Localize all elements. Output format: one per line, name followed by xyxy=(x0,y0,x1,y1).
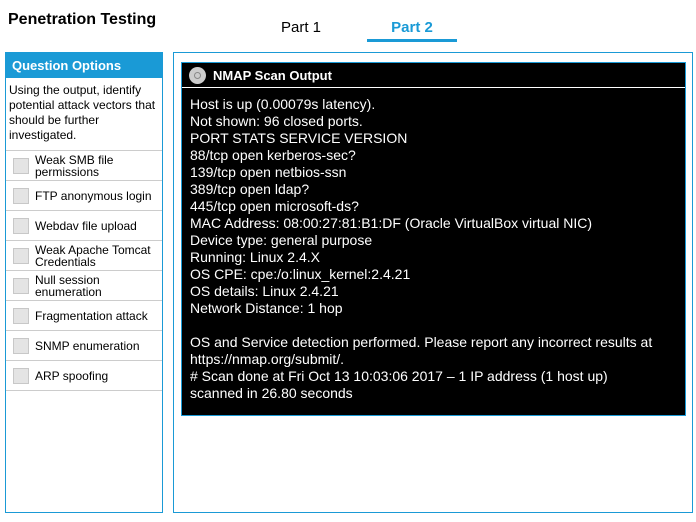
output-line: https://nmap.org/submit/. xyxy=(190,351,345,367)
output-line: 445/tcp open microsoft-ds? xyxy=(190,198,359,214)
disc-icon xyxy=(189,66,206,84)
option-label: Null session enumeration xyxy=(35,272,102,299)
output-line: 139/tcp open netbios-ssn xyxy=(190,164,347,180)
output-line: 88/tcp open kerberos-sec? xyxy=(190,147,356,163)
output-line: OS and Service detection performed. Plea… xyxy=(190,334,653,350)
output-line: MAC Address: 08:00:27:81:B1:DF (Oracle V… xyxy=(190,215,593,231)
checkbox[interactable] xyxy=(13,157,29,174)
output-line: Running: Linux 2.4.X xyxy=(190,249,320,265)
option-item[interactable]: Fragmentation attack xyxy=(6,301,162,331)
option-item[interactable]: Webdav file upload xyxy=(6,211,162,241)
output-line: Device type: general purpose xyxy=(190,232,373,248)
output-line: Host is up (0.00079s latency). xyxy=(190,96,376,112)
output-line: Not shown: 96 closed ports. xyxy=(190,113,363,129)
checkbox[interactable] xyxy=(13,277,29,294)
output-title: NMAP Scan Output xyxy=(213,67,332,83)
output-text: Host is up (0.00079s latency). Not shown:… xyxy=(182,88,685,402)
option-label: Webdav file upload xyxy=(35,218,137,233)
option-item[interactable]: Weak Apache Tomcat Credentials xyxy=(6,241,162,271)
question-options-panel: Question Options Using the output, ident… xyxy=(5,52,163,513)
page-title: Penetration Testing xyxy=(8,11,157,28)
option-item[interactable]: FTP anonymous login xyxy=(6,181,162,211)
output-line: PORT STATS SERVICE VERSION xyxy=(190,130,408,146)
output-line: Network Distance: 1 hop xyxy=(190,300,343,316)
checkbox[interactable] xyxy=(13,187,29,204)
checkbox[interactable] xyxy=(13,367,29,384)
option-label: ARP spoofing xyxy=(35,368,109,383)
option-item[interactable]: ARP spoofing xyxy=(6,361,162,391)
instructions: Using the output, identify potential att… xyxy=(6,78,162,151)
output-line: # Scan done at Fri Oct 13 10:03:06 2017 … xyxy=(190,368,608,384)
option-label: Fragmentation attack xyxy=(35,308,148,323)
output-line: scanned in 26.80 seconds xyxy=(190,385,353,401)
option-item[interactable]: Weak SMB file permissions xyxy=(6,151,162,181)
output-header: NMAP Scan Output xyxy=(182,63,685,88)
option-label: Weak SMB file permissions xyxy=(35,152,114,179)
option-item[interactable]: SNMP enumeration xyxy=(6,331,162,361)
option-label: Weak Apache Tomcat Credentials xyxy=(35,242,151,269)
tab-part-1[interactable]: Part 1 xyxy=(280,19,322,36)
option-label: FTP anonymous login xyxy=(35,188,152,203)
checkbox[interactable] xyxy=(13,247,29,264)
checkbox[interactable] xyxy=(13,307,29,324)
panel-header: Question Options xyxy=(6,53,162,78)
option-item[interactable]: Null session enumeration xyxy=(6,271,162,301)
tab-part-2[interactable]: Part 2 xyxy=(367,19,457,42)
output-line xyxy=(190,317,685,334)
output-panel: NMAP Scan Output Host is up (0.00079s la… xyxy=(173,52,693,513)
output-line: OS details: Linux 2.4.21 xyxy=(190,283,339,299)
checkbox[interactable] xyxy=(13,217,29,234)
output-line: OS CPE: cpe:/o:linux_kernel:2.4.21 xyxy=(190,266,411,282)
output-line: 389/tcp open ldap? xyxy=(190,181,310,197)
nmap-output-window: NMAP Scan Output Host is up (0.00079s la… xyxy=(181,62,686,416)
option-label: SNMP enumeration xyxy=(35,338,140,353)
checkbox[interactable] xyxy=(13,337,29,354)
